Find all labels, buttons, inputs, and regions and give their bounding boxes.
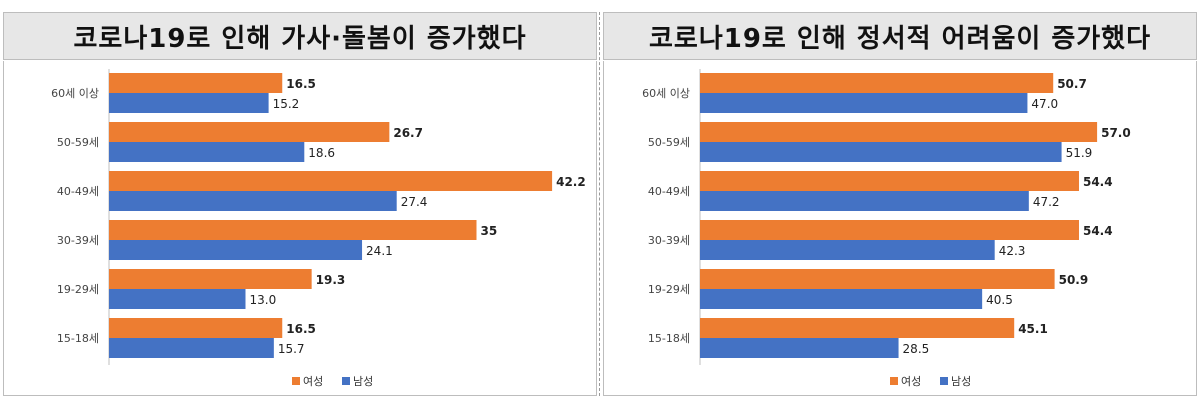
chart-title-left: 코로나19로 인해 가사·돌봄이 증가했다 — [3, 12, 597, 60]
bar-value-label: 54.4 — [1083, 175, 1113, 189]
legend-label-male: 남성 — [353, 375, 373, 388]
bar-female — [109, 73, 283, 93]
category-label: 15-18세 — [648, 332, 690, 345]
legend-swatch-female — [890, 377, 898, 385]
bar-chart-right: 60세 이상 50.7 47.0 50-59세 57.0 51.9 40-49세 54.4 47… — [642, 69, 1131, 388]
category-label: 50-59세 — [57, 136, 99, 149]
category-label: 60세 이상 — [51, 87, 99, 100]
bar-value-label: 50.7 — [1057, 77, 1087, 91]
legend-label-male: 남성 — [951, 375, 971, 388]
bar-value-label: 35 — [481, 224, 498, 238]
bar-female — [700, 73, 1054, 93]
bar-value-label: 16.5 — [286, 322, 316, 336]
bar-value-label: 51.9 — [1066, 146, 1093, 160]
bar-female — [109, 171, 553, 191]
bar-male — [700, 93, 1028, 113]
bar-value-label: 24.1 — [366, 244, 393, 258]
bar-male — [109, 142, 305, 162]
bar-value-label: 28.5 — [903, 342, 930, 356]
bar-value-label: 42.3 — [999, 244, 1026, 258]
panel-divider — [599, 12, 600, 396]
legend-swatch-female — [292, 377, 300, 385]
bar-male — [700, 289, 983, 309]
chart-panel-left: 60세 이상 16.5 15.2 50-59세 26.7 18.6 40-49세 42.2 27… — [3, 61, 597, 396]
bar-male — [700, 240, 995, 260]
bar-value-label: 54.4 — [1083, 224, 1113, 238]
bar-value-label: 16.5 — [286, 77, 316, 91]
bar-value-label: 40.5 — [986, 293, 1013, 307]
bar-female — [700, 318, 1015, 338]
bar-chart-left: 60세 이상 16.5 15.2 50-59세 26.7 18.6 40-49세 42.2 27… — [51, 69, 586, 388]
bar-male — [109, 289, 246, 309]
bar-male — [109, 191, 397, 211]
category-label: 40-49세 — [648, 185, 690, 198]
bar-male — [109, 93, 269, 113]
bar-male — [700, 338, 899, 358]
bar-female — [109, 220, 477, 240]
category-label: 19-29세 — [648, 283, 690, 296]
bar-female — [700, 171, 1079, 191]
bar-female — [109, 269, 312, 289]
legend-label-female: 여성 — [303, 375, 323, 388]
bar-female — [109, 122, 390, 142]
bar-male — [109, 338, 274, 358]
bar-value-label: 57.0 — [1101, 126, 1131, 140]
bar-female — [700, 122, 1098, 142]
bar-value-label: 18.6 — [308, 146, 335, 160]
category-label: 30-39세 — [648, 234, 690, 247]
bar-value-label: 45.1 — [1018, 322, 1048, 336]
category-label: 19-29세 — [57, 283, 99, 296]
bar-value-label: 47.0 — [1031, 97, 1058, 111]
bar-value-label: 26.7 — [393, 126, 423, 140]
category-label: 30-39세 — [57, 234, 99, 247]
bar-female — [700, 269, 1055, 289]
category-label: 15-18세 — [57, 332, 99, 345]
bar-male — [700, 142, 1062, 162]
chart-panel-right: 60세 이상 50.7 47.0 50-59세 57.0 51.9 40-49세 54.4 47… — [603, 61, 1197, 396]
bar-value-label: 15.2 — [273, 97, 300, 111]
bar-value-label: 13.0 — [250, 293, 277, 307]
legend-swatch-male — [940, 377, 948, 385]
bar-value-label: 27.4 — [401, 195, 428, 209]
bar-value-label: 42.2 — [556, 175, 586, 189]
category-label: 50-59세 — [648, 136, 690, 149]
category-label: 40-49세 — [57, 185, 99, 198]
category-label: 60세 이상 — [642, 87, 690, 100]
bar-value-label: 15.7 — [278, 342, 305, 356]
bar-male — [109, 240, 363, 260]
legend-label-female: 여성 — [901, 375, 921, 388]
legend-swatch-male — [342, 377, 350, 385]
bar-value-label: 47.2 — [1033, 195, 1060, 209]
chart-title-right: 코로나19로 인해 정서적 어려움이 증가했다 — [603, 12, 1197, 60]
bar-value-label: 50.9 — [1059, 273, 1089, 287]
bar-female — [109, 318, 283, 338]
bar-male — [700, 191, 1029, 211]
bar-female — [700, 220, 1079, 240]
bar-value-label: 19.3 — [316, 273, 346, 287]
